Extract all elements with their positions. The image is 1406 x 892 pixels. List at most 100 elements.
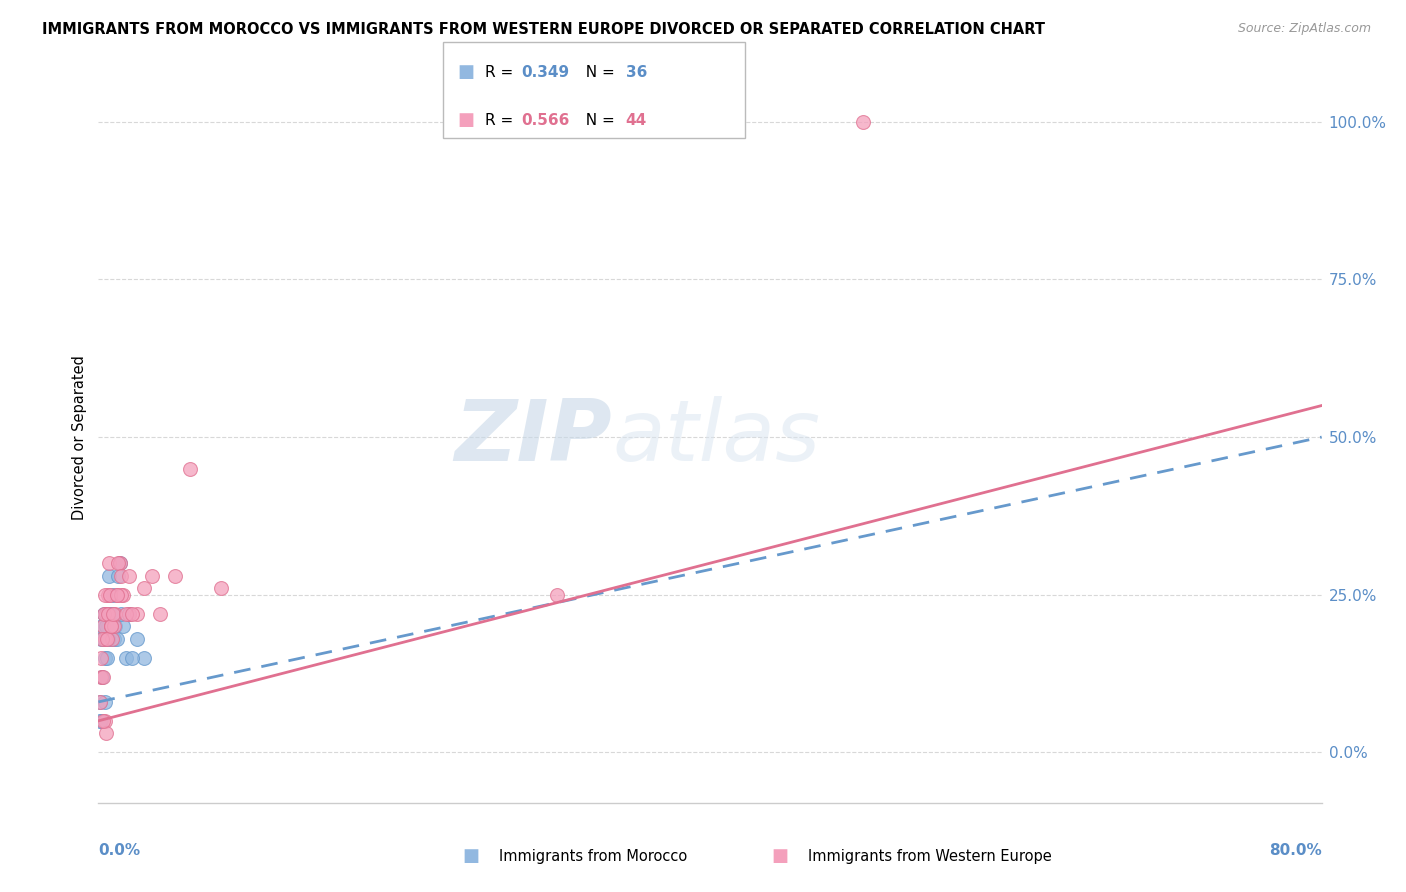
- Point: [90, 670, 112, 684]
- Point: [90, 632, 112, 646]
- Text: Immigrants from Morocco: Immigrants from Morocco: [499, 849, 688, 863]
- Point: [93, 607, 115, 621]
- Point: [94, 607, 117, 621]
- Point: [107, 569, 129, 583]
- Point: [100, 619, 122, 633]
- Text: ■: ■: [457, 63, 474, 81]
- Point: [103, 632, 125, 646]
- Text: 0.0%: 0.0%: [98, 843, 141, 858]
- Text: Immigrants from Western Europe: Immigrants from Western Europe: [808, 849, 1052, 863]
- Point: [93, 607, 115, 621]
- Point: [125, 632, 148, 646]
- Point: [97, 632, 120, 646]
- Point: [121, 607, 143, 621]
- Point: [115, 607, 138, 621]
- Point: [89, 695, 111, 709]
- Point: [91, 632, 114, 646]
- Point: [98, 607, 121, 621]
- Point: [118, 607, 141, 621]
- Point: [110, 588, 132, 602]
- Text: IMMIGRANTS FROM MOROCCO VS IMMIGRANTS FROM WESTERN EUROPE DIVORCED OR SEPARATED : IMMIGRANTS FROM MOROCCO VS IMMIGRANTS FR…: [42, 22, 1045, 37]
- Text: ZIP: ZIP: [454, 395, 612, 479]
- Point: [118, 569, 141, 583]
- Text: 0.566: 0.566: [522, 113, 569, 128]
- Point: [98, 569, 121, 583]
- Text: N =: N =: [576, 65, 620, 79]
- Y-axis label: Divorced or Separated: Divorced or Separated: [72, 355, 87, 519]
- Point: [89, 714, 111, 728]
- Text: 80.0%: 80.0%: [1268, 843, 1322, 858]
- Point: [110, 569, 132, 583]
- Text: ■: ■: [457, 112, 474, 129]
- Point: [94, 632, 117, 646]
- Point: [118, 607, 141, 621]
- Point: [94, 588, 117, 602]
- Point: [90, 650, 112, 665]
- Point: [111, 619, 134, 633]
- Point: [98, 556, 121, 570]
- Point: [546, 588, 568, 602]
- Point: [91, 619, 114, 633]
- Point: [163, 569, 186, 583]
- Point: [110, 607, 132, 621]
- Point: [149, 607, 172, 621]
- Text: 44: 44: [626, 113, 647, 128]
- Point: [852, 115, 875, 129]
- Text: N =: N =: [576, 113, 620, 128]
- Point: [98, 588, 121, 602]
- Point: [97, 607, 120, 621]
- Point: [115, 650, 138, 665]
- Point: [94, 607, 117, 621]
- Point: [100, 607, 122, 621]
- Point: [96, 632, 118, 646]
- Point: [96, 619, 118, 633]
- Point: [100, 619, 122, 633]
- Point: [91, 714, 114, 728]
- Point: [101, 632, 124, 646]
- Text: 36: 36: [626, 65, 647, 79]
- Point: [100, 619, 122, 633]
- Point: [97, 632, 120, 646]
- Text: ■: ■: [463, 847, 479, 865]
- Point: [89, 695, 111, 709]
- Point: [105, 588, 128, 602]
- Point: [108, 556, 131, 570]
- Text: R =: R =: [485, 65, 519, 79]
- Point: [134, 582, 156, 596]
- Point: [97, 588, 120, 602]
- Point: [105, 588, 128, 602]
- Point: [96, 650, 118, 665]
- Point: [107, 556, 129, 570]
- Point: [91, 619, 114, 633]
- Point: [105, 632, 128, 646]
- Point: [91, 670, 114, 684]
- Point: [94, 726, 117, 740]
- Point: [134, 650, 156, 665]
- Text: atlas: atlas: [612, 395, 820, 479]
- Point: [103, 619, 125, 633]
- Point: [94, 695, 117, 709]
- Point: [104, 619, 127, 633]
- Point: [97, 619, 120, 633]
- Point: [91, 619, 114, 633]
- Point: [91, 632, 114, 646]
- Point: [101, 607, 124, 621]
- Text: ■: ■: [772, 847, 789, 865]
- Point: [209, 582, 232, 596]
- Point: [121, 650, 143, 665]
- Text: R =: R =: [485, 113, 519, 128]
- Point: [104, 607, 127, 621]
- Text: Source: ZipAtlas.com: Source: ZipAtlas.com: [1237, 22, 1371, 36]
- Point: [141, 569, 163, 583]
- Point: [108, 556, 131, 570]
- Point: [93, 714, 115, 728]
- Point: [101, 632, 124, 646]
- Point: [125, 607, 148, 621]
- Point: [111, 588, 134, 602]
- Text: 0.349: 0.349: [522, 65, 569, 79]
- Point: [93, 632, 115, 646]
- Point: [101, 588, 124, 602]
- Point: [93, 650, 115, 665]
- Point: [90, 714, 112, 728]
- Point: [90, 670, 112, 684]
